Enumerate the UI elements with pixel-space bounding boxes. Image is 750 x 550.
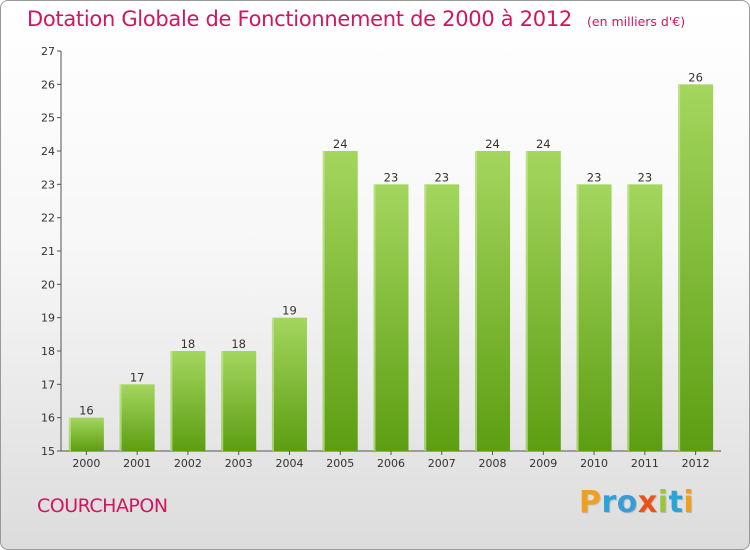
commune-name: COURCHAPON <box>37 495 168 517</box>
bar-highlight <box>119 384 122 451</box>
y-tick-label: 22 <box>41 212 55 225</box>
bar-highlight <box>627 184 630 452</box>
x-tick-label: 2002 <box>174 457 202 470</box>
bar-value-label: 24 <box>333 137 348 151</box>
title-unit: (en milliers d'€) <box>587 14 686 29</box>
bar-2005 <box>322 151 358 451</box>
x-tick-label: 2008 <box>479 457 507 470</box>
bar-2009 <box>525 151 561 451</box>
y-tick-label: 17 <box>41 378 55 391</box>
bar-highlight <box>373 184 376 452</box>
y-tick-label: 18 <box>41 345 55 358</box>
logo-letter: x <box>637 485 658 520</box>
y-tick-label: 26 <box>41 78 55 91</box>
chart-title: Dotation Globale de Fonctionnement de 20… <box>27 7 685 31</box>
bar-value-label: 23 <box>434 170 449 184</box>
y-tick-label: 19 <box>41 312 55 325</box>
y-tick-label: 16 <box>41 412 55 425</box>
bar-highlight <box>170 351 173 451</box>
x-tick-label: 2000 <box>72 457 100 470</box>
x-tick-label: 2009 <box>529 457 557 470</box>
bar-2000 <box>68 417 104 451</box>
logo-letter: o <box>616 485 638 520</box>
bar-value-label: 19 <box>282 304 297 318</box>
bar-2010 <box>576 184 612 452</box>
bar-highlight <box>221 351 224 451</box>
bar-2003 <box>221 351 257 451</box>
bar-2008 <box>475 151 511 451</box>
logo-letter: r <box>601 485 617 520</box>
bar-highlight <box>576 184 579 452</box>
y-tick-label: 25 <box>41 112 55 125</box>
bar-highlight <box>678 84 681 451</box>
logo-letter: i <box>683 485 695 520</box>
logo-letter: t <box>668 485 684 520</box>
bar-value-label: 17 <box>130 370 145 384</box>
bar-highlight <box>68 417 71 451</box>
y-tick-label: 23 <box>41 178 55 191</box>
bar-value-label: 24 <box>485 137 500 151</box>
bar-value-label: 18 <box>181 337 196 351</box>
bar-value-label: 23 <box>384 170 399 184</box>
x-tick-label: 2012 <box>682 457 710 470</box>
bar-2011 <box>627 184 663 452</box>
bar-highlight <box>475 151 478 451</box>
bar-highlight <box>525 151 528 451</box>
y-tick-label: 21 <box>41 245 55 258</box>
bar-value-label: 23 <box>587 170 602 184</box>
bar-2012 <box>678 84 714 451</box>
x-tick-label: 2003 <box>225 457 253 470</box>
proxiti-logo: Proxiti <box>579 485 694 520</box>
bar-2007 <box>424 184 460 452</box>
bar-value-label: 16 <box>79 404 94 418</box>
x-tick-label: 2007 <box>428 457 456 470</box>
x-tick-label: 2010 <box>580 457 608 470</box>
x-tick-label: 2004 <box>275 457 303 470</box>
bar-value-label: 18 <box>231 337 246 351</box>
logo-letter: i <box>657 485 669 520</box>
bar-highlight <box>424 184 427 452</box>
x-tick-label: 2011 <box>631 457 659 470</box>
x-tick-label: 2005 <box>326 457 354 470</box>
y-tick-label: 15 <box>41 445 55 458</box>
y-tick-label: 27 <box>41 45 55 58</box>
y-tick-label: 24 <box>41 145 55 158</box>
logo-letter: P <box>579 485 602 520</box>
y-tick-label: 20 <box>41 278 55 291</box>
bar-2002 <box>170 351 206 451</box>
bar-value-label: 23 <box>638 170 653 184</box>
bar-2001 <box>119 384 155 451</box>
x-tick-label: 2006 <box>377 457 405 470</box>
bar-value-label: 26 <box>688 70 703 84</box>
bar-highlight <box>271 317 274 451</box>
bar-value-label: 24 <box>536 137 551 151</box>
bar-2006 <box>373 184 409 452</box>
title-text: Dotation Globale de Fonctionnement de 20… <box>27 7 572 31</box>
x-tick-label: 2001 <box>123 457 151 470</box>
bar-highlight <box>322 151 325 451</box>
bar-2004 <box>271 317 307 451</box>
